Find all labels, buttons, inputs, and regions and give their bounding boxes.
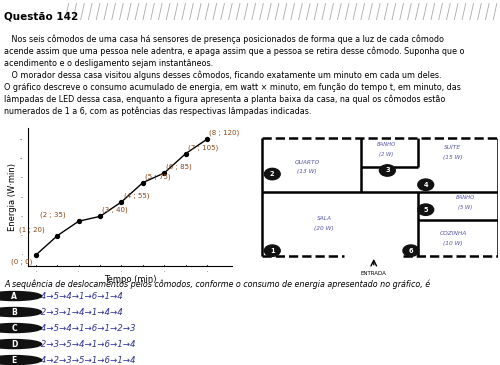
Point xyxy=(203,137,211,142)
Text: Questão 142: Questão 142 xyxy=(4,11,78,22)
Text: (0 ; 0): (0 ; 0) xyxy=(12,259,33,265)
Point xyxy=(32,252,40,258)
Text: SUÍTE: SUÍTE xyxy=(444,145,462,150)
Text: 1→2→3→1→4→1→4→4: 1→2→3→1→4→1→4→4 xyxy=(29,308,124,316)
Text: (6 ; 85): (6 ; 85) xyxy=(166,164,192,170)
Point xyxy=(139,180,147,185)
Text: 2: 2 xyxy=(270,171,274,177)
Circle shape xyxy=(0,356,42,365)
Text: (2 ; 35): (2 ; 35) xyxy=(40,212,66,218)
Text: 4: 4 xyxy=(424,182,428,188)
Text: C: C xyxy=(11,323,17,333)
Text: (8 ; 120): (8 ; 120) xyxy=(209,130,240,137)
Text: (5 ; 75): (5 ; 75) xyxy=(145,173,171,180)
Text: B: B xyxy=(11,308,17,316)
Text: BANHO: BANHO xyxy=(456,195,475,200)
Text: A: A xyxy=(11,292,17,300)
Text: acende assim que uma pessoa nele adentra, e apaga assim que a pessoa se retira d: acende assim que uma pessoa nele adentra… xyxy=(4,47,464,56)
Text: E: E xyxy=(12,356,16,365)
Y-axis label: Energia (W·min): Energia (W·min) xyxy=(8,163,17,231)
Text: (15 W): (15 W) xyxy=(443,155,463,160)
Text: (10 W): (10 W) xyxy=(443,241,463,246)
X-axis label: Tempo (min): Tempo (min) xyxy=(104,275,156,284)
Text: (3 ; 40): (3 ; 40) xyxy=(102,207,128,214)
Text: (13 W): (13 W) xyxy=(297,169,316,174)
Text: O gráfico descreve o consumo acumulado de energia, em watt × minuto, em função d: O gráfico descreve o consumo acumulado d… xyxy=(4,83,461,92)
Point xyxy=(182,151,190,157)
Text: ENTRADA: ENTRADA xyxy=(361,271,386,276)
Circle shape xyxy=(418,204,434,215)
Text: (2 W): (2 W) xyxy=(379,151,393,157)
Text: BANHO: BANHO xyxy=(376,142,396,147)
Text: 1→4→5→4→1→6→1→4: 1→4→5→4→1→6→1→4 xyxy=(29,292,124,300)
Circle shape xyxy=(380,165,396,176)
Point xyxy=(54,233,62,239)
Text: QUARTO: QUARTO xyxy=(294,160,320,164)
Text: 3: 3 xyxy=(385,168,390,173)
Text: 1→4→2→3→5→1→6→1→4: 1→4→2→3→5→1→6→1→4 xyxy=(29,356,136,365)
Text: lâmpadas de LED dessa casa, enquanto a figura apresenta a planta baixa da casa, : lâmpadas de LED dessa casa, enquanto a f… xyxy=(4,95,446,104)
Point xyxy=(118,199,126,205)
Circle shape xyxy=(0,292,42,300)
Text: A sequência de deslocamentos pelos cômodos, conforme o consumo de energia aprese: A sequência de deslocamentos pelos cômod… xyxy=(4,279,430,289)
Text: COZINHA: COZINHA xyxy=(440,231,466,236)
Text: 1: 1 xyxy=(270,248,274,254)
Circle shape xyxy=(264,245,280,256)
Text: (7 ; 105): (7 ; 105) xyxy=(188,145,218,151)
Text: (20 W): (20 W) xyxy=(314,226,334,231)
Text: 5: 5 xyxy=(424,207,428,213)
Text: Nos seis cômodos de uma casa há sensores de presença posicionados de forma que a: Nos seis cômodos de uma casa há sensores… xyxy=(4,35,444,44)
Circle shape xyxy=(0,307,42,316)
Text: O morador dessa casa visitou alguns desses cômodos, ficando exatamente um minuto: O morador dessa casa visitou alguns dess… xyxy=(4,71,442,80)
Circle shape xyxy=(264,168,280,180)
Text: (4 ; 55): (4 ; 55) xyxy=(124,192,149,199)
Text: D: D xyxy=(11,339,17,349)
Point xyxy=(96,214,104,219)
Text: (1 ; 20): (1 ; 20) xyxy=(19,226,44,233)
Text: 6: 6 xyxy=(408,248,413,254)
Circle shape xyxy=(418,179,434,191)
Text: 1→4→5→4→1→6→1→2→3: 1→4→5→4→1→6→1→2→3 xyxy=(29,323,136,333)
Text: acendimento e o desligamento sejam instantâneos.: acendimento e o desligamento sejam insta… xyxy=(4,59,213,68)
Circle shape xyxy=(0,323,42,333)
Text: SALA: SALA xyxy=(317,216,332,222)
Point xyxy=(160,170,168,176)
Text: (5 W): (5 W) xyxy=(458,205,472,210)
Circle shape xyxy=(403,245,419,256)
Point xyxy=(75,218,83,224)
Circle shape xyxy=(0,339,42,349)
Text: numerados de 1 a 6, com as potências das respectivas lâmpadas indicadas.: numerados de 1 a 6, com as potências das… xyxy=(4,107,312,116)
Text: 1→2→3→5→4→1→6→1→4: 1→2→3→5→4→1→6→1→4 xyxy=(29,339,136,349)
